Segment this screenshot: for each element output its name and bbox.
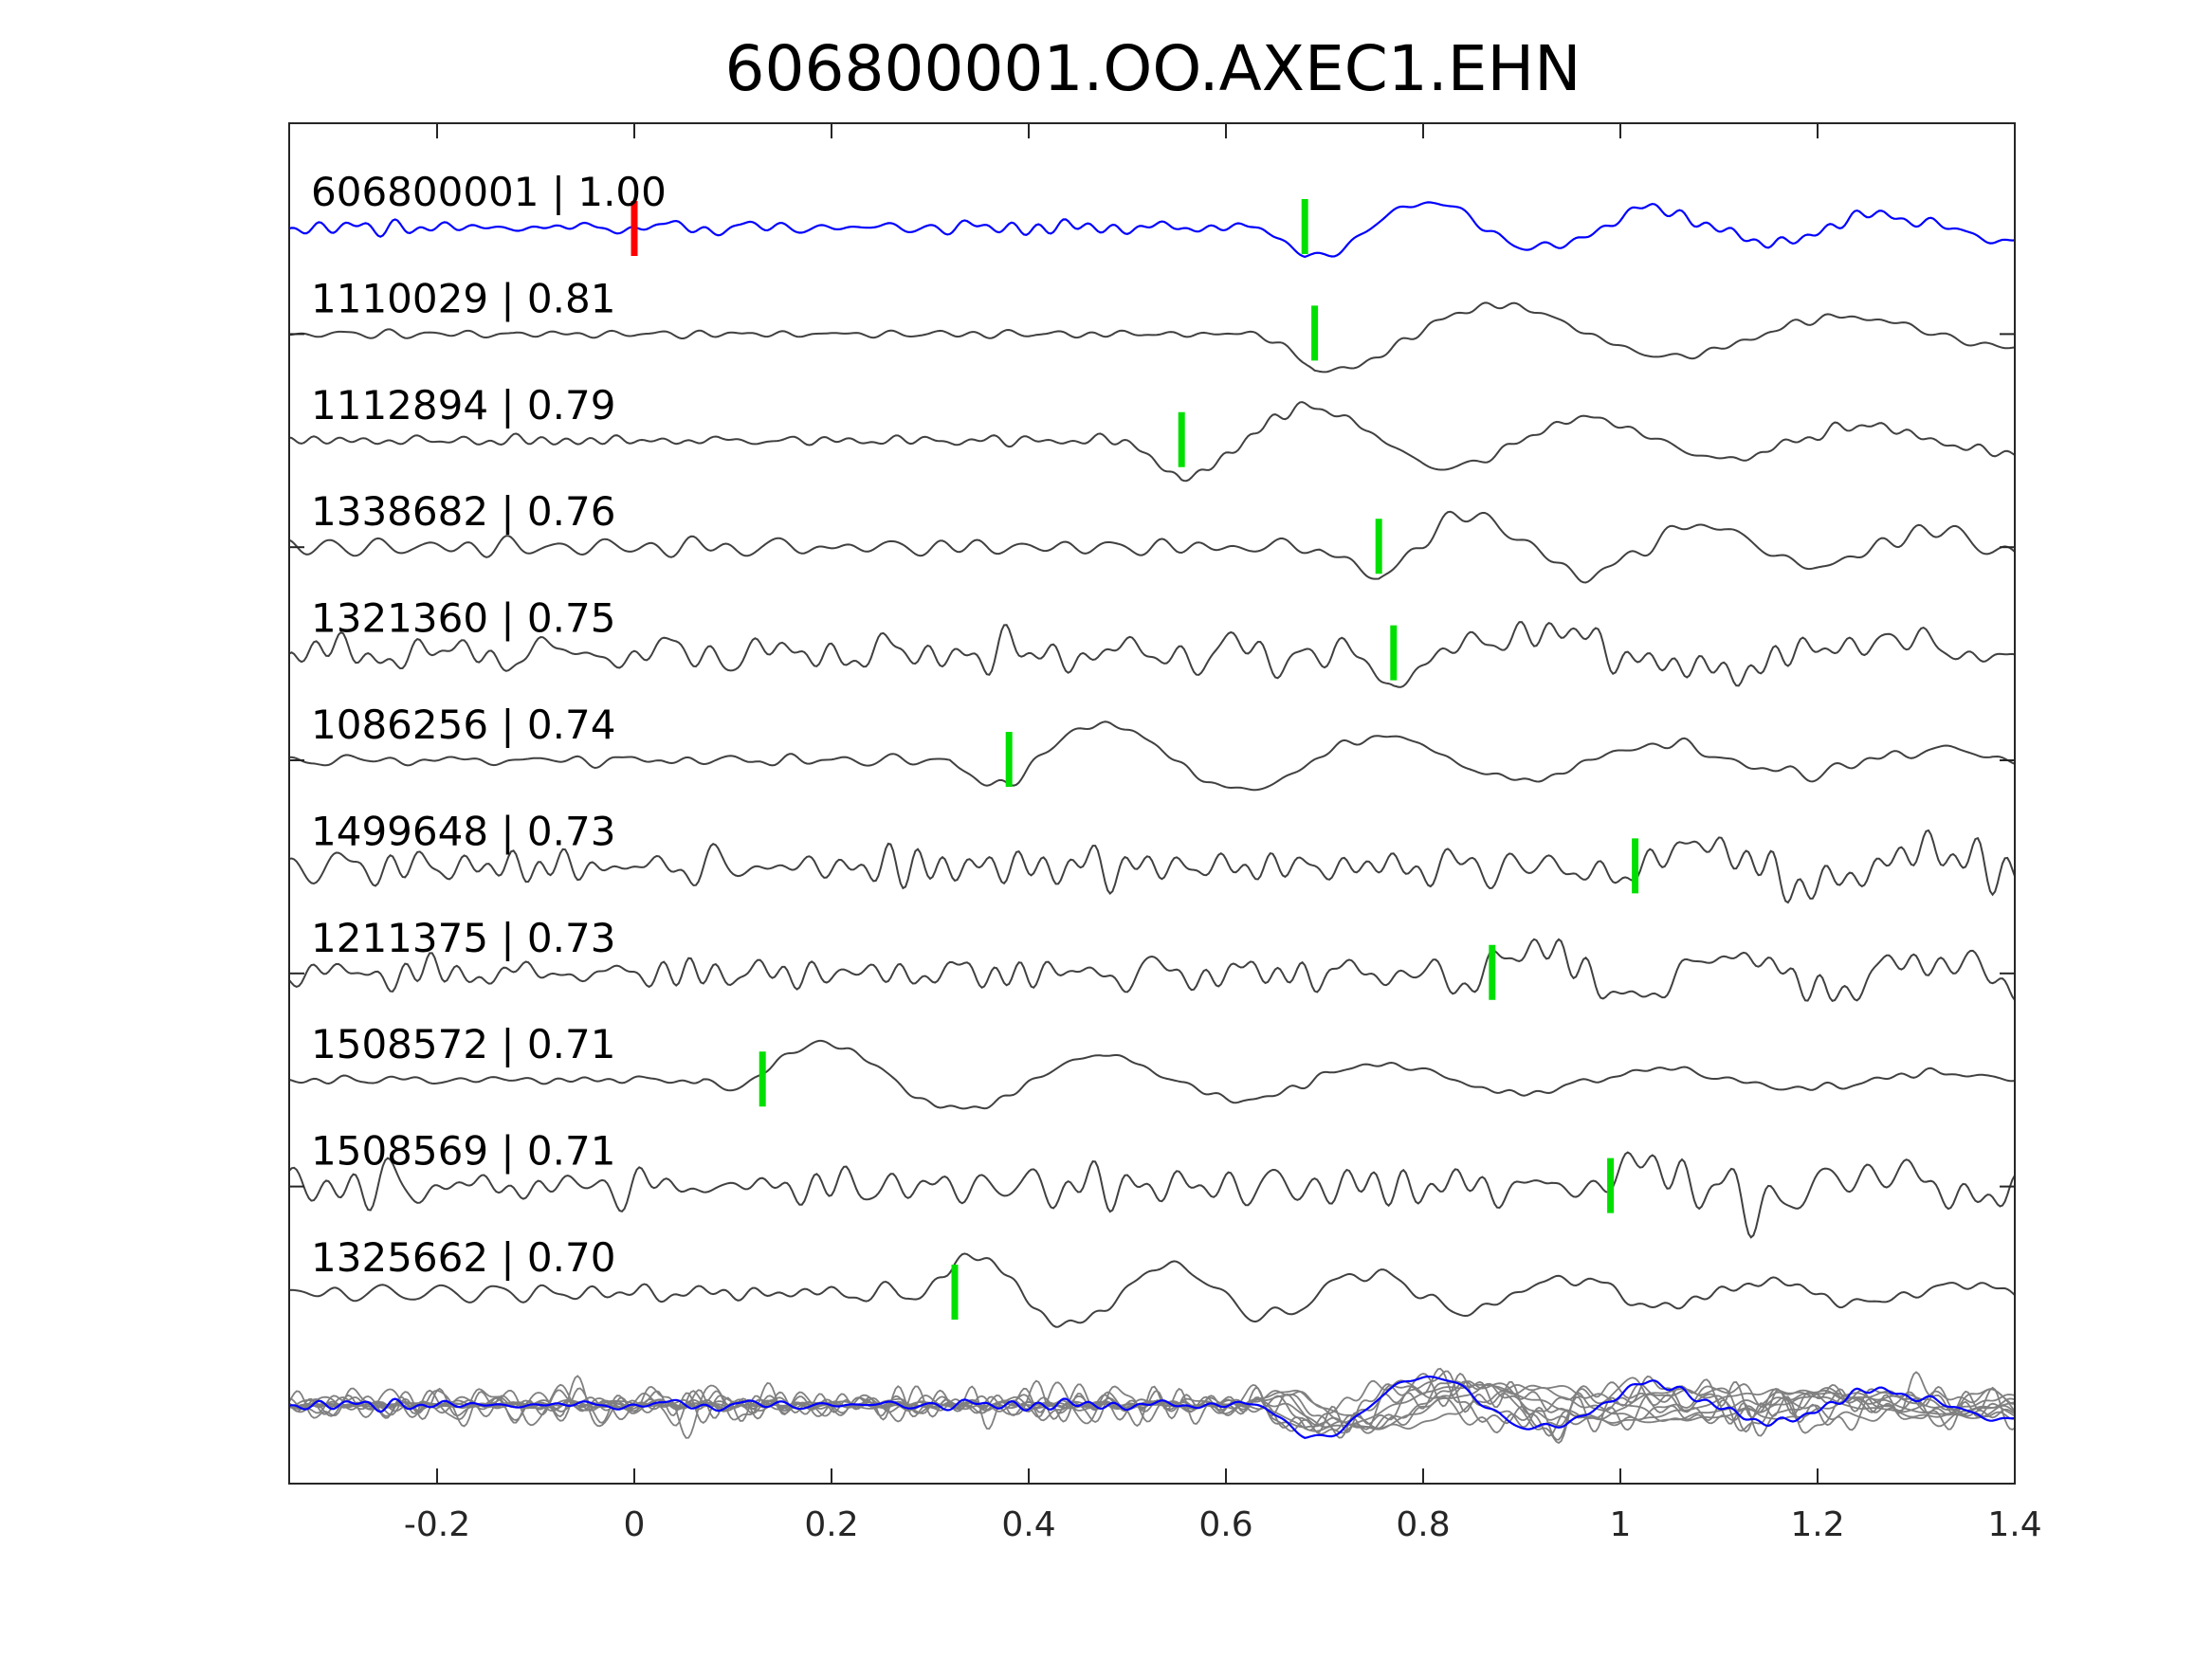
x-tick-label: 0.2 bbox=[804, 1505, 858, 1544]
x-tick-label: -0.2 bbox=[404, 1505, 470, 1544]
trace-label: 1086256 | 0.74 bbox=[311, 702, 615, 748]
plot-frame bbox=[288, 122, 2016, 1485]
waveform-trace bbox=[288, 1039, 2016, 1110]
trace-label: 1325662 | 0.70 bbox=[311, 1234, 615, 1281]
trace-label: 1508569 | 0.71 bbox=[311, 1128, 615, 1175]
traces-layer bbox=[288, 201, 2016, 1328]
axes: -0.2 0 0.2 0.4 0.6 0.8 1 1.2 1.4 bbox=[288, 122, 2042, 1544]
overlay-stack bbox=[288, 1367, 2016, 1445]
picks-layer bbox=[631, 199, 1639, 1320]
waveform-trace bbox=[288, 621, 2016, 688]
trace-label: 1211375 | 0.73 bbox=[311, 915, 615, 961]
overlay-trace bbox=[288, 1382, 2016, 1431]
trace-label: 1321360 | 0.75 bbox=[311, 595, 615, 642]
overlay-trace bbox=[288, 1370, 2016, 1445]
x-tick-label: 0.8 bbox=[1396, 1505, 1450, 1544]
waveform-trace bbox=[288, 401, 2016, 483]
waveform-trace bbox=[288, 720, 2016, 792]
waveform-trace bbox=[288, 510, 2016, 584]
x-tick-label: 1.2 bbox=[1790, 1505, 1844, 1544]
waveform-trace bbox=[288, 1151, 2016, 1239]
waveform-trace bbox=[288, 301, 2016, 374]
trace-label: 606800001 | 1.00 bbox=[311, 169, 667, 215]
x-tick-label: 0.4 bbox=[1001, 1505, 1055, 1544]
chart-title: 606800001.OO.AXEC1.EHN bbox=[725, 32, 1581, 105]
overlay-trace bbox=[288, 1383, 2016, 1432]
trace-label: 1110029 | 0.81 bbox=[311, 275, 615, 321]
trace-label: 1338682 | 0.76 bbox=[311, 488, 615, 535]
waveform-trace bbox=[288, 829, 2016, 904]
waveform-trace bbox=[288, 938, 2016, 1002]
trace-label: 1508572 | 0.71 bbox=[311, 1021, 615, 1067]
trace-label: 1499648 | 0.73 bbox=[311, 808, 615, 854]
trace-labels: 606800001 | 1.00 1110029 | 0.81 1112894 | … bbox=[311, 169, 667, 1281]
x-tick-label: 1 bbox=[1610, 1505, 1632, 1544]
trace-label: 1112894 | 0.79 bbox=[311, 382, 615, 428]
x-tick-label: 0 bbox=[624, 1505, 646, 1544]
x-tick-label: 0.6 bbox=[1198, 1505, 1252, 1544]
overlay-reference-trace bbox=[288, 1375, 2016, 1439]
waveform-trace bbox=[288, 201, 2016, 259]
waveform-trace bbox=[288, 1252, 2016, 1328]
x-tick-label: 1.4 bbox=[1987, 1505, 2041, 1544]
